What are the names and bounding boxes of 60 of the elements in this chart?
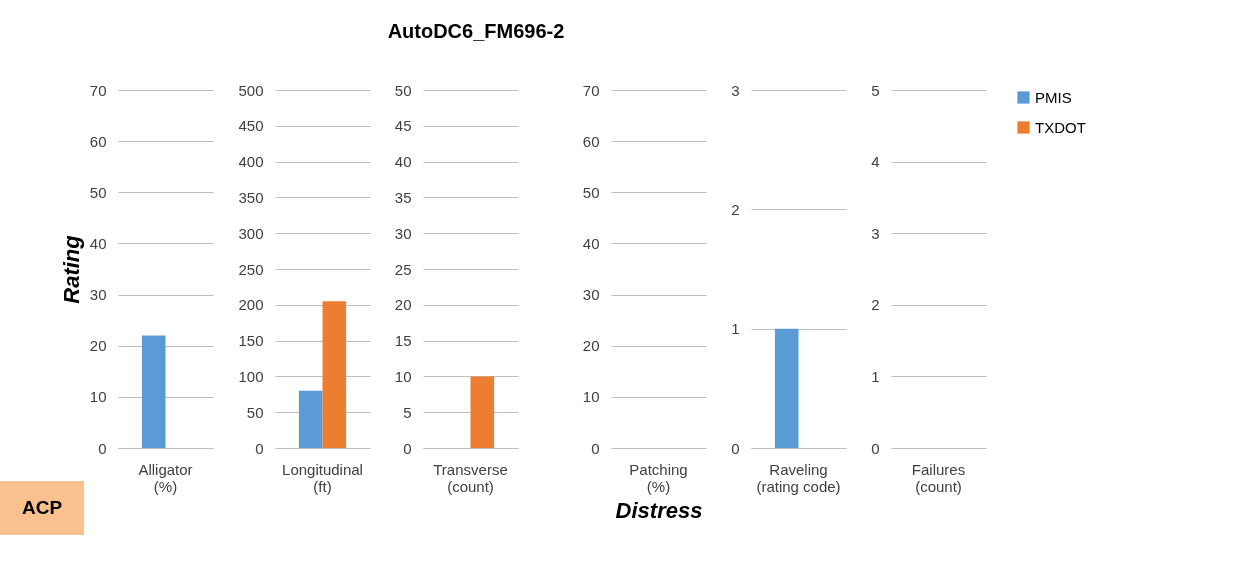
y-tick-label: 30 [582,286,600,304]
x-tick-label: Raveling (rating code) [756,460,841,495]
y-tick-label: 50 [582,183,600,201]
y-tick-label: 4 [871,153,880,171]
x-tick-label: Longitudinal (ft) [282,460,363,495]
y-tick-label: 450 [238,117,264,135]
legend-label: TXDOT [1035,118,1086,136]
y-tick-label: 2 [871,296,880,314]
y-tick-label: 45 [394,117,412,135]
y-tick-label: 20 [89,337,107,355]
y-axis-title: Rating [58,234,84,304]
y-tick-label: 30 [394,224,412,242]
y-tick-label: 15 [394,332,412,350]
y-tick-label: 20 [394,296,412,314]
y-tick-label: 70 [89,81,107,99]
y-tick-label: 150 [238,332,264,350]
y-tick-label: 400 [238,153,264,171]
y-tick-label: 1 [731,320,740,338]
y-tick-label: 0 [871,439,880,457]
y-tick-label: 40 [394,153,412,171]
y-tick-label: 1 [871,367,880,385]
y-tick-label: 3 [871,224,880,242]
y-tick-label: 5 [871,81,880,99]
chart-title: AutoDC6_FM696-2 [386,20,566,43]
y-tick-label: 10 [582,388,600,406]
y-tick-label: 100 [238,367,264,385]
y-tick-label: 300 [238,224,264,242]
y-tick-label: 5 [403,403,412,421]
y-tick-label: 200 [238,296,264,314]
y-tick-label: 10 [394,367,412,385]
y-tick-label: 60 [582,132,600,150]
y-tick-label: 10 [89,388,107,406]
y-tick-label: 30 [89,286,107,304]
y-tick-label: 40 [582,234,600,252]
legend-label: PMIS [1035,88,1072,106]
x-tick-label: Failures (count) [911,460,966,495]
y-tick-label: 0 [591,439,600,457]
y-tick-label: 70 [582,81,600,99]
x-tick-label: Transverse (count) [433,460,508,495]
y-tick-label: 35 [394,188,412,206]
y-tick-label: 0 [255,439,264,457]
y-tick-label: 2 [731,200,740,218]
y-tick-label: 0 [98,439,107,457]
x-axis-title: Distress [615,497,703,523]
y-tick-label: 3 [731,81,740,99]
y-tick-label: 60 [89,132,107,150]
x-tick-label: Patching (%) [629,460,688,495]
y-tick-label: 50 [394,81,412,99]
text: ACP [0,481,85,535]
y-tick-label: 250 [238,260,264,278]
y-tick-label: 0 [731,439,740,457]
y-tick-label: 350 [238,188,264,206]
y-tick-label: 0 [403,439,412,457]
y-tick-label: 500 [238,81,264,99]
y-tick-label: 50 [89,183,107,201]
x-tick-label: Alligator (%) [138,460,193,495]
y-tick-label: 40 [89,234,107,252]
y-tick-label: 25 [394,260,412,278]
y-tick-label: 20 [582,337,600,355]
y-tick-label: 50 [246,403,264,421]
